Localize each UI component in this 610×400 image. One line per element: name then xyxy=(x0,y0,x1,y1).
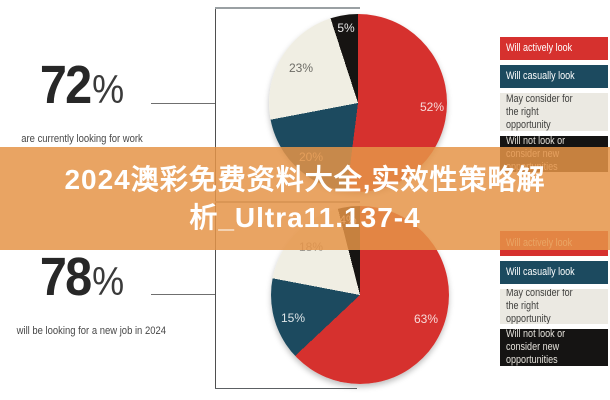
stat-looking-2024: 78% will be looking for a new job in 202… xyxy=(6,250,166,337)
legend-item-may-consider: May consider for the right opportunity xyxy=(500,93,608,131)
legend-label: Will actively look xyxy=(506,42,573,54)
legend-item-will-not-look: Will not look or consider new opportunit… xyxy=(500,329,608,366)
slice-label-top-actively: 52% xyxy=(419,100,445,114)
stat-number: 78 xyxy=(39,247,92,307)
slice-label-bottom-casually: 15% xyxy=(280,311,306,325)
stat-value-72: 72% xyxy=(14,58,151,124)
chart-frame-top-rule xyxy=(215,7,360,9)
legend-label: May consider for the right opportunity xyxy=(506,289,573,324)
stat-connector-line-bottom xyxy=(151,294,215,295)
stat-caption: will be looking for a new job in 2024 xyxy=(16,325,166,337)
slice-label-top-notlook: 5% xyxy=(337,21,355,35)
legend-item-may-consider: May consider for the right opportunity xyxy=(500,289,608,324)
legend-bottom: Will actively look Will casually look Ma… xyxy=(500,231,608,371)
legend-item-actively-look: Will actively look xyxy=(500,37,608,60)
slice-label-bottom-actively: 63% xyxy=(413,312,439,326)
chart-frame-bottom-rule xyxy=(215,388,357,389)
stat-connector-line-top xyxy=(151,103,215,104)
stat-caption: are currently looking for work xyxy=(21,133,143,145)
stat-number: 72 xyxy=(39,55,92,115)
promo-banner-text-line2[interactable]: 析_Ultra11.137-4 xyxy=(189,201,421,233)
stat-value-78: 78% xyxy=(14,250,151,316)
stat-currently-looking: 72% are currently looking for work xyxy=(6,58,158,145)
percent-sign: % xyxy=(92,68,125,112)
legend-item-casually-look: Will casually look xyxy=(500,261,608,284)
legend-label: May consider for the right opportunity xyxy=(506,93,573,131)
legend-label: Will casually look xyxy=(506,70,575,82)
promo-banner-overlay[interactable]: 2024澳彩免费资料大全,实效性策略解 析_Ultra11.137-4 xyxy=(0,147,610,250)
promo-banner-text-line1[interactable]: 2024澳彩免费资料大全,实效性策略解 xyxy=(64,163,546,195)
percent-sign: % xyxy=(92,260,125,304)
legend-label: Will not look or consider new opportunit… xyxy=(506,329,566,366)
legend-label: Will casually look xyxy=(506,266,575,278)
slice-label-top-consider: 23% xyxy=(288,61,314,75)
legend-item-casually-look: Will casually look xyxy=(500,65,608,88)
